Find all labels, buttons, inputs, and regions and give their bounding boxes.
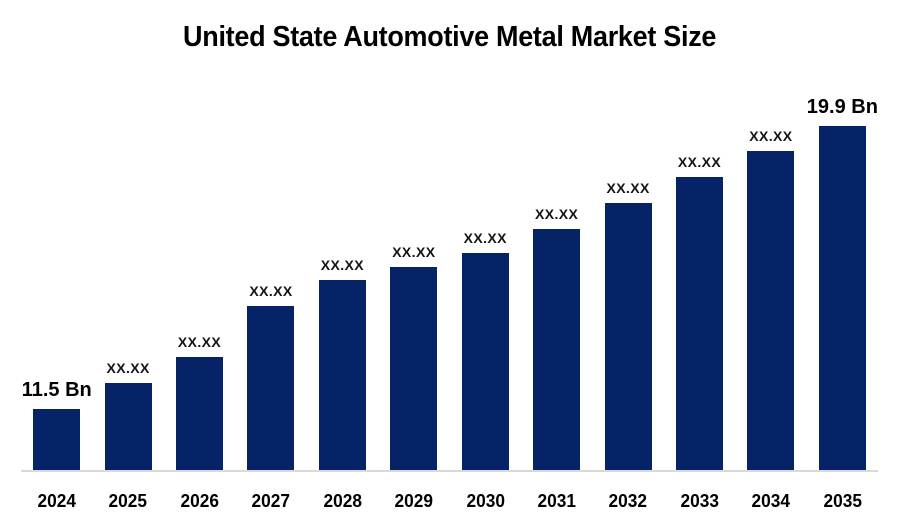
bar-value-label-2035: 19.9 Bn	[806, 96, 878, 118]
x-axis-labels-row: 2024 2025 2026 2027 2028 2029 2030 2031 2032 2033…	[21, 492, 878, 510]
bar-column-2033: XX.XX	[664, 154, 735, 470]
bar-value-label-2030: XX.XX	[463, 230, 507, 246]
x-tick-2024: 2024	[37, 491, 76, 511]
bar-value-label-2026: XX.XX	[177, 334, 222, 350]
bar-2032	[604, 203, 652, 470]
bar-column-2034: XX.XX	[735, 128, 806, 470]
bar-2033	[676, 177, 723, 470]
bar-2027	[247, 306, 295, 470]
bar-value-label-2032: XX.XX	[606, 180, 650, 196]
bar-value-label-2033: XX.XX	[677, 154, 722, 170]
x-tick-2033: 2033	[680, 491, 719, 511]
bar-column-2032: XX.XX	[592, 180, 663, 470]
bar-column-2024: 11.5 Bn	[21, 379, 92, 470]
bar-column-2026: XX.XX	[164, 334, 235, 470]
bar-2031	[533, 229, 581, 470]
x-tick-2030: 2030	[466, 491, 505, 511]
bar-value-label-2031: XX.XX	[535, 206, 579, 222]
x-tick-2027: 2027	[251, 491, 291, 511]
bar-value-label-2029: XX.XX	[392, 244, 436, 260]
bar-2034	[747, 151, 795, 470]
bar-2024	[33, 409, 81, 470]
plot-area: 11.5 Bn XX.XX XX.XX XX.XX XX.XX XX.XX XX.XX XX.…	[21, 92, 878, 472]
chart-title: United State Automotive Metal Market Siz…	[183, 21, 717, 53]
bar-2029	[390, 267, 438, 470]
bar-column-2028: XX.XX	[307, 257, 378, 470]
bar-2035	[818, 126, 866, 470]
bar-value-label-2034: XX.XX	[749, 128, 793, 144]
x-tick-2032: 2032	[608, 491, 648, 511]
x-tick-2029: 2029	[394, 491, 434, 511]
bar-2030	[461, 253, 509, 470]
bar-column-2031: XX.XX	[521, 206, 592, 470]
chart-header: United State Automotive Metal Market Siz…	[0, 20, 900, 54]
x-tick-2028: 2028	[323, 491, 362, 511]
bar-column-2035: 19.9 Bn	[807, 96, 878, 470]
x-tick-2025: 2025	[108, 491, 148, 511]
bar-column-2027: XX.XX	[235, 283, 306, 470]
bar-2026	[176, 357, 224, 470]
x-axis-line	[21, 470, 878, 472]
bar-column-2025: XX.XX	[92, 360, 163, 470]
bar-value-label-2025: XX.XX	[106, 360, 150, 376]
bar-value-label-2024: 11.5 Bn	[21, 379, 92, 401]
bars-row: 11.5 Bn XX.XX XX.XX XX.XX XX.XX XX.XX XX.XX XX.…	[21, 92, 878, 470]
x-tick-2026: 2026	[180, 491, 219, 511]
bar-2025	[104, 383, 152, 470]
bar-value-label-2027: XX.XX	[249, 283, 293, 299]
bar-value-label-2028: XX.XX	[320, 257, 365, 273]
x-tick-2031: 2031	[537, 491, 576, 511]
x-tick-2034: 2034	[751, 491, 791, 511]
bar-column-2030: XX.XX	[450, 230, 521, 470]
x-tick-2035: 2035	[823, 491, 862, 511]
bar-2028	[318, 280, 366, 470]
bar-column-2029: XX.XX	[378, 244, 449, 470]
